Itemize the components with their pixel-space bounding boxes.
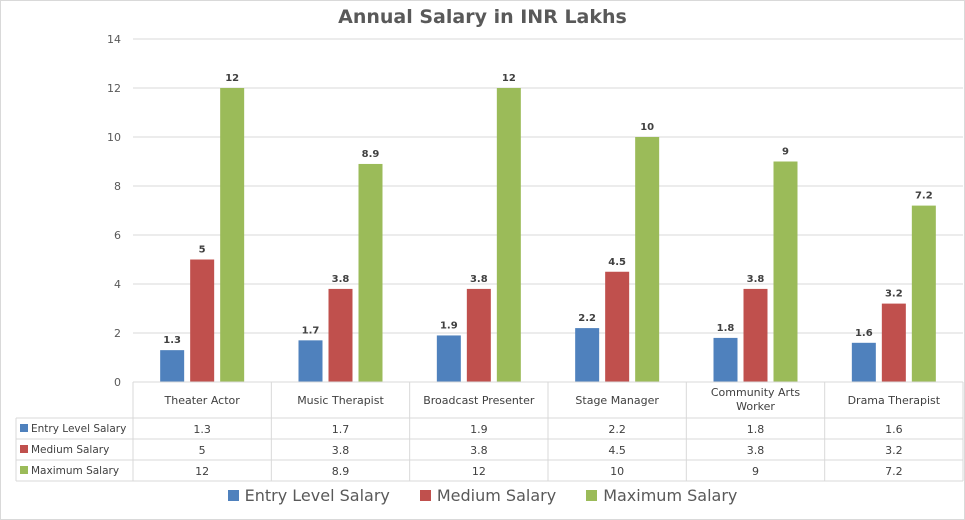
- data-label: 7.2: [915, 191, 933, 202]
- bar: [328, 288, 353, 382]
- y-tick-label: 8: [114, 180, 121, 193]
- data-label: 1.8: [717, 323, 735, 334]
- table-cell: 12: [472, 465, 486, 478]
- x-category-label: Music Therapist: [297, 394, 384, 407]
- data-label: 10: [640, 122, 654, 133]
- legend-swatch: [419, 490, 431, 501]
- table-cell: 1.8: [747, 423, 765, 436]
- table-cell: 10: [610, 465, 624, 478]
- x-category-label: Worker: [736, 400, 775, 413]
- legend-item: Maximum Salary: [586, 486, 737, 505]
- data-label: 1.7: [302, 325, 320, 336]
- y-tick-label: 6: [114, 229, 121, 242]
- data-label: 4.5: [608, 257, 626, 268]
- bar: [911, 205, 936, 382]
- bar: [605, 271, 630, 382]
- data-label: 1.6: [855, 328, 873, 339]
- table-cell: 12: [195, 465, 209, 478]
- data-label: 1.3: [163, 335, 181, 346]
- x-category-label: Drama Therapist: [848, 394, 941, 407]
- data-label: 9: [782, 147, 789, 158]
- data-label: 1.9: [440, 320, 458, 331]
- table-cell: 1.7: [332, 423, 350, 436]
- data-label: 8.9: [362, 149, 380, 160]
- bar: [773, 161, 798, 382]
- x-category-label: Theater Actor: [164, 394, 241, 407]
- chart-plot: 0 2 4 6 8 10 12 14 1.3 5 12 1.7 3.8 8.9 1.9 3.8 12 2.2 4.…: [15, 33, 964, 482]
- y-tick-label: 12: [107, 82, 121, 95]
- y-tick-label: 2: [114, 327, 121, 340]
- y-tick-label: 10: [107, 131, 121, 144]
- table-cell: 1.3: [193, 423, 211, 436]
- bar: [436, 335, 461, 382]
- table-legend-key: [20, 466, 28, 474]
- table-legend-key: [20, 445, 28, 453]
- bar: [881, 303, 906, 382]
- bar: [496, 88, 521, 382]
- table-series-name: Entry Level Salary: [31, 423, 126, 435]
- data-label: 3.8: [747, 274, 765, 285]
- table-cell: 1.9: [470, 423, 488, 436]
- bar: [160, 350, 185, 382]
- table-cell: 3.8: [332, 444, 350, 457]
- legend-label: Maximum Salary: [603, 486, 738, 505]
- table-cell: 3.8: [747, 444, 765, 457]
- table-cell: 1.6: [885, 423, 903, 436]
- y-tick-label: 4: [114, 278, 121, 291]
- table-legend-key: [20, 424, 28, 432]
- bar: [851, 342, 876, 382]
- legend-item: Entry Level Salary: [227, 486, 390, 505]
- legend-swatch: [586, 490, 598, 501]
- data-label: 5: [199, 245, 206, 256]
- data-label: 3.8: [470, 274, 488, 285]
- x-category-label: Stage Manager: [575, 394, 659, 407]
- y-tick-label: 14: [107, 33, 121, 46]
- table-cell: 2.2: [608, 423, 626, 436]
- data-label: 3.8: [332, 274, 350, 285]
- legend-swatch: [227, 490, 239, 501]
- chart-title: Annual Salary in INR Lakhs: [338, 6, 627, 28]
- table-cell: 7.2: [885, 465, 903, 478]
- table-cell: 5: [199, 444, 206, 457]
- bar: [466, 288, 491, 382]
- y-tick-label: 0: [114, 376, 121, 389]
- data-label: 2.2: [578, 313, 596, 324]
- legend-item: Medium Salary: [419, 486, 557, 505]
- bar: [298, 340, 323, 382]
- bar: [743, 288, 768, 382]
- table-cell: 3.2: [885, 444, 903, 457]
- data-label: 12: [225, 73, 239, 84]
- table-cell: 8.9: [332, 465, 350, 478]
- bar: [358, 163, 383, 382]
- bar: [635, 137, 660, 382]
- table-series-name: Maximum Salary: [31, 465, 119, 477]
- data-label: 3.2: [885, 289, 903, 300]
- bar: [713, 337, 738, 382]
- chart-legend: Entry Level Salary Medium Salary Maximum S…: [0, 486, 965, 505]
- legend-label: Entry Level Salary: [244, 486, 390, 505]
- bar: [575, 328, 600, 382]
- x-category-label: Broadcast Presenter: [423, 394, 535, 407]
- bar: [190, 259, 215, 382]
- x-category-label: Community Arts: [711, 386, 801, 399]
- table-cell: 9: [752, 465, 759, 478]
- table-cell: 4.5: [608, 444, 626, 457]
- table-cell: 3.8: [470, 444, 488, 457]
- table-series-name: Medium Salary: [31, 444, 109, 456]
- data-label: 12: [502, 73, 516, 84]
- bar: [220, 88, 245, 382]
- legend-label: Medium Salary: [436, 486, 557, 505]
